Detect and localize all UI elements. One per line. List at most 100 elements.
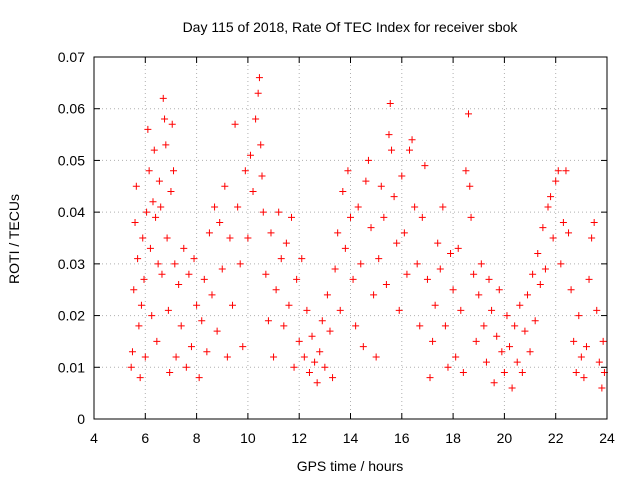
data-point — [234, 203, 242, 211]
chart-title: Day 115 of 2018, Rate Of TEC Index for r… — [183, 19, 519, 35]
data-point — [318, 317, 326, 325]
data-point — [285, 301, 293, 309]
data-point — [495, 286, 503, 294]
data-point — [323, 291, 331, 299]
data-point — [249, 187, 257, 195]
data-point — [580, 374, 588, 382]
data-point — [221, 182, 229, 190]
data-point — [193, 301, 201, 309]
data-point — [267, 229, 275, 237]
data-point — [339, 187, 347, 195]
data-point — [344, 167, 352, 175]
data-point — [149, 198, 157, 206]
data-point — [362, 177, 370, 185]
data-point — [426, 374, 434, 382]
data-points — [127, 74, 608, 392]
data-point — [539, 224, 547, 232]
data-point — [166, 368, 174, 376]
x-axis-title: GPS time / hours — [297, 458, 404, 474]
data-point — [336, 306, 344, 314]
data-point — [258, 172, 266, 180]
data-point — [262, 270, 270, 278]
data-point — [177, 322, 185, 330]
data-point — [128, 348, 136, 356]
data-point — [290, 363, 298, 371]
data-point — [303, 306, 311, 314]
data-point — [436, 265, 444, 273]
data-point — [288, 213, 296, 221]
data-point — [582, 343, 590, 351]
data-point — [167, 187, 175, 195]
data-point — [536, 281, 544, 289]
data-point — [452, 353, 460, 361]
data-point — [300, 353, 308, 361]
data-point — [311, 358, 319, 366]
data-point — [534, 250, 542, 258]
data-point — [464, 110, 472, 118]
data-point — [403, 270, 411, 278]
y-tick-label: 0 — [77, 411, 85, 427]
data-point — [354, 203, 362, 211]
data-point — [139, 234, 147, 242]
data-point — [559, 218, 567, 226]
data-point — [130, 286, 138, 294]
data-point — [163, 234, 171, 242]
data-point — [198, 317, 206, 325]
data-point — [364, 156, 372, 164]
data-point — [500, 368, 508, 376]
data-point — [382, 281, 390, 289]
data-point — [252, 115, 260, 123]
y-tick-label: 0.03 — [58, 256, 85, 272]
data-point — [185, 270, 193, 278]
data-point — [552, 177, 560, 185]
data-point — [349, 275, 357, 283]
data-point — [164, 306, 172, 314]
data-point — [380, 213, 388, 221]
data-point — [341, 244, 349, 252]
data-point — [203, 348, 211, 356]
data-point — [308, 332, 316, 340]
data-point — [572, 368, 580, 376]
data-point — [541, 265, 549, 273]
data-point — [257, 141, 265, 149]
x-tick-label: 24 — [599, 430, 615, 446]
data-point — [567, 286, 575, 294]
data-point — [131, 218, 139, 226]
data-point — [431, 301, 439, 309]
data-point — [280, 322, 288, 330]
data-point — [472, 337, 480, 345]
data-point — [503, 312, 511, 320]
data-point — [408, 136, 416, 144]
data-point — [137, 301, 145, 309]
data-point — [577, 353, 585, 361]
data-point — [511, 322, 519, 330]
data-point — [200, 275, 208, 283]
y-tick-label: 0.02 — [58, 308, 85, 324]
data-point — [132, 182, 140, 190]
data-point — [127, 363, 135, 371]
data-point — [175, 281, 183, 289]
y-tick-label: 0.07 — [58, 49, 85, 65]
data-point — [570, 337, 578, 345]
data-point — [482, 358, 490, 366]
data-point — [498, 348, 506, 356]
data-point — [439, 203, 447, 211]
data-point — [144, 125, 152, 133]
data-point — [218, 265, 226, 273]
data-point — [386, 100, 394, 108]
data-point — [158, 270, 166, 278]
data-point — [544, 203, 552, 211]
y-tick-label: 0.05 — [58, 152, 85, 168]
data-point — [444, 363, 452, 371]
data-point — [449, 286, 457, 294]
data-point — [416, 322, 424, 330]
x-tick-label: 8 — [193, 430, 201, 446]
data-point — [275, 208, 283, 216]
data-point — [231, 120, 239, 128]
data-point — [370, 291, 378, 299]
data-point — [259, 208, 267, 216]
data-point — [493, 332, 501, 340]
data-point — [239, 343, 247, 351]
data-point — [236, 260, 244, 268]
